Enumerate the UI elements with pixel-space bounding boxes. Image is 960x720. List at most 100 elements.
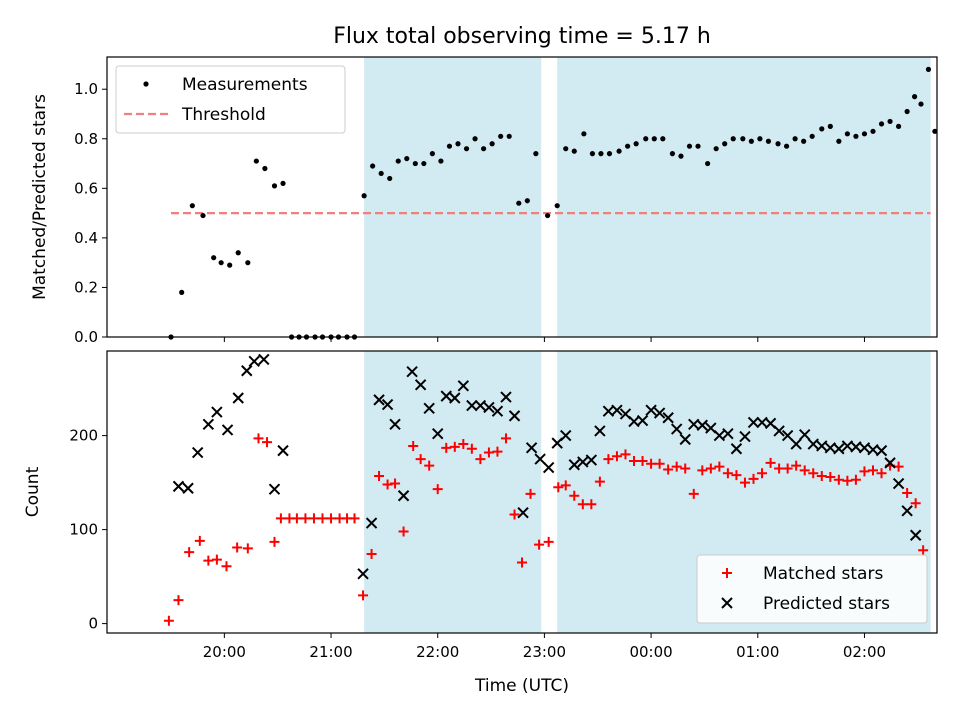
x-axis-label: Time (UTC) (474, 676, 569, 696)
predicted-stars-point (172, 480, 185, 493)
matched-stars-point (671, 461, 682, 472)
measurement-point (598, 151, 604, 157)
measurement-point (179, 289, 185, 295)
measurement-point (925, 66, 932, 72)
predicted-stars-point (277, 444, 289, 457)
measurement-point (227, 262, 233, 268)
measurement-point (571, 148, 577, 154)
matched-stars-point (808, 468, 819, 479)
y-axis-label: Matched/Predicted stars (30, 94, 50, 300)
matched-stars-point (731, 470, 742, 481)
measurement-point (643, 136, 649, 142)
predicted-stars-point (517, 506, 529, 519)
matched-stars-point (842, 475, 853, 486)
measurement-point (633, 141, 639, 147)
predicted-stars-point (696, 419, 709, 431)
measurement-point (669, 151, 676, 157)
predicted-stars-point (241, 365, 253, 377)
measurement-point (253, 158, 259, 164)
predicted-stars-point (191, 446, 204, 459)
measurement-point (218, 260, 224, 266)
predicted-stars-point (406, 365, 418, 378)
measurement-point (705, 160, 711, 167)
matched-stars-point (739, 477, 750, 488)
matched-stars-point (275, 513, 286, 524)
predicted-stars-point (636, 414, 649, 427)
legend-label: Measurements (182, 75, 308, 95)
legend-marker-dot (143, 81, 149, 87)
predicted-stars-point (892, 477, 905, 490)
matched-stars-point (646, 458, 657, 469)
measurement-point (918, 101, 924, 107)
matched-stars-point (525, 488, 536, 499)
matched-stars-point (262, 437, 273, 448)
predicted-stars-point (781, 429, 794, 442)
measurement-point (200, 212, 206, 219)
observing-window-shade (364, 57, 542, 337)
matched-stars-point (534, 539, 545, 550)
legend-marker-x (721, 597, 733, 609)
matched-stars-point (791, 460, 802, 471)
legend-box (696, 554, 928, 624)
predicted-stars-point (357, 568, 369, 580)
predicted-stars-point (365, 517, 378, 529)
measurement-point (895, 123, 902, 129)
measurement-point (533, 151, 539, 157)
predicted-stars-point (440, 390, 452, 402)
predicted-stars-point (611, 404, 623, 416)
predicted-stars-point (773, 425, 785, 437)
measurement-point (713, 146, 719, 152)
matched-stars-point (833, 474, 844, 485)
matched-stars-point (163, 615, 174, 626)
matched-stars-point (799, 465, 810, 476)
matched-stars-point (637, 455, 648, 466)
y-axis-label: Count (23, 466, 43, 517)
measurement-point (932, 128, 938, 134)
matched-stars-point (424, 460, 435, 471)
matched-stars-point (408, 440, 419, 451)
predicted-stars-point (679, 433, 691, 446)
measurement-point (870, 128, 876, 134)
predicted-stars-point (211, 406, 223, 418)
bottom-panel-counts: 20:00 21:00 22:00 23:00 00:00 01:00 02:00 0 100 2… (23, 350, 938, 661)
matched-stars-point (308, 513, 319, 524)
predicted-stars-point (268, 483, 281, 495)
predicted-stars-point (722, 428, 734, 440)
matched-stars-point (269, 536, 280, 547)
legend-box (115, 65, 346, 134)
predicted-stars-point (397, 490, 410, 502)
matched-stars-point (663, 464, 674, 475)
predicted-stars-point (389, 418, 401, 431)
measurement-point (775, 141, 781, 147)
predicted-stars-point (807, 438, 819, 450)
matched-stars-point (458, 439, 469, 450)
matched-stars-point (816, 471, 827, 482)
predicted-stars-point (534, 453, 546, 465)
matched-stars-point (390, 478, 401, 489)
matched-stars-point (374, 471, 385, 482)
predicted-stars-point (747, 416, 760, 429)
predicted-stars-point (568, 459, 580, 471)
predicted-stars-point (790, 438, 802, 450)
measurement-point (695, 143, 701, 149)
matched-stars-point (441, 442, 452, 453)
measurement-point (757, 136, 763, 142)
predicted-stars-point (474, 399, 487, 412)
predicted-stars-point (901, 505, 913, 517)
predicted-stars-point (202, 418, 215, 431)
measurement-point (280, 180, 286, 186)
predicted-stars-point (449, 392, 461, 404)
observing-window-shade (364, 351, 542, 633)
y-tick-label: 1.0 (74, 80, 98, 98)
measurement-point (361, 193, 367, 199)
predicted-stars-point (232, 392, 244, 404)
y-tick-label: 0.0 (74, 328, 98, 346)
y-tick-label: 0.2 (74, 278, 98, 296)
matched-stars-point (194, 535, 205, 546)
matched-stars-point (569, 490, 580, 501)
measurement-point (455, 141, 461, 147)
measurement-point (765, 138, 772, 144)
matched-stars-point (232, 542, 243, 553)
matched-stars-point (902, 487, 913, 498)
predicted-stars-point (653, 407, 666, 419)
